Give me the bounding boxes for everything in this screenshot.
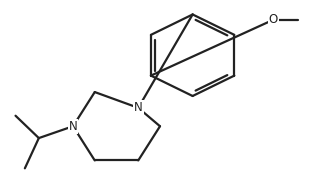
Text: N: N	[134, 101, 143, 114]
Text: O: O	[269, 13, 278, 26]
Text: N: N	[68, 120, 77, 133]
